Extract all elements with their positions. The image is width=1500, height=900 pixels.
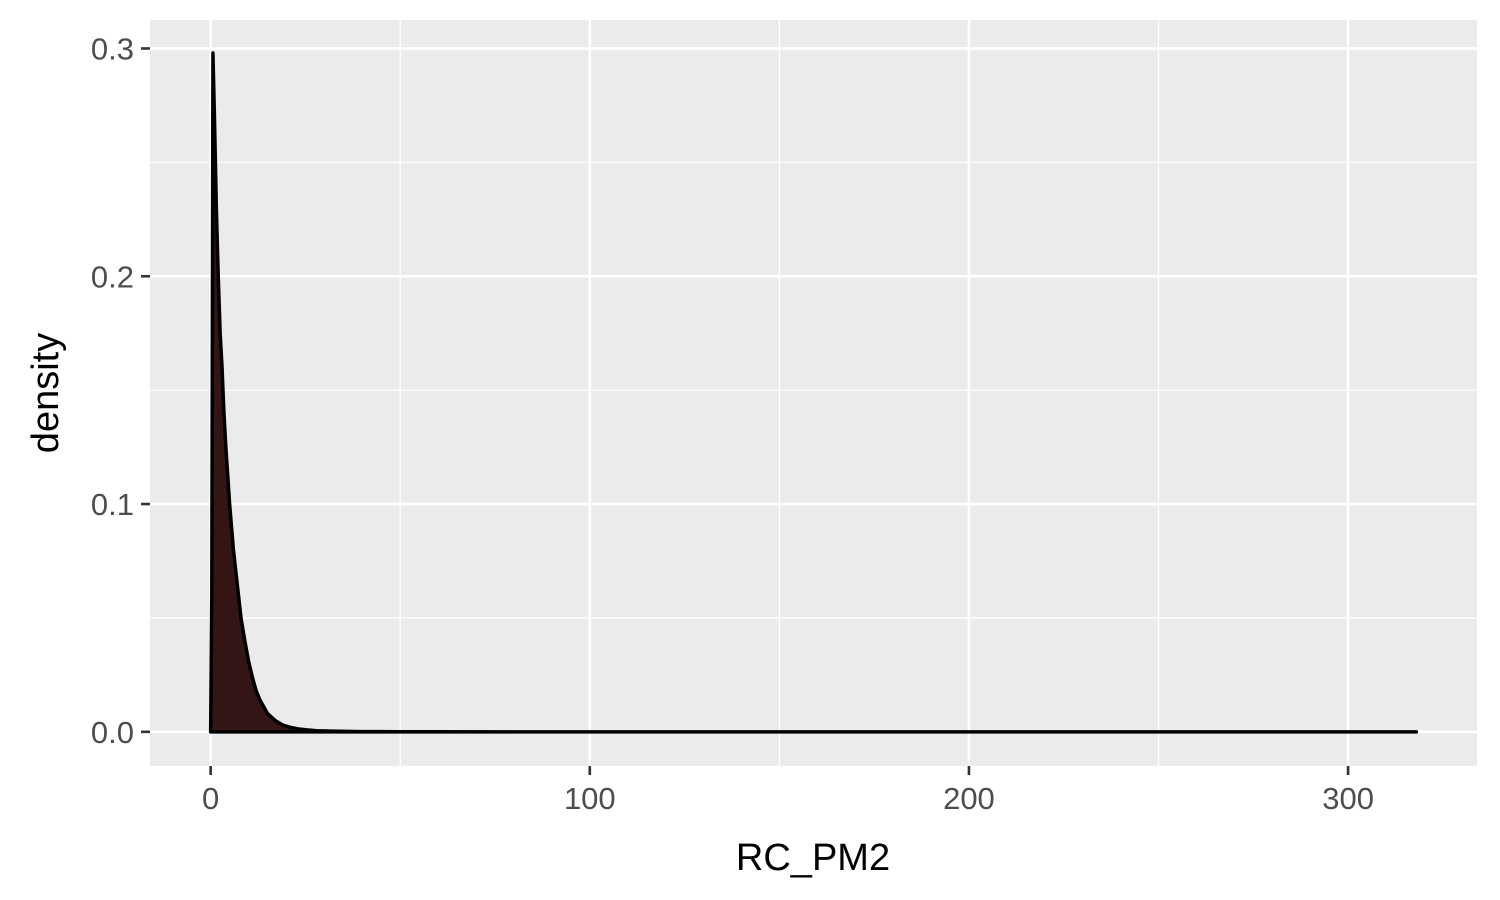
x-tick-label: 200 [943,781,995,816]
axes: 0 100 200 300 0.0 0.1 0.2 0.3 [91,31,1374,816]
data-layer [208,51,1419,734]
x-tick-label: 0 [202,781,219,816]
y-tick-label: 0.3 [91,31,134,66]
x-axis-title: RC_PM2 [736,837,890,879]
x-tick-label: 300 [1322,781,1374,816]
y-tick-label: 0.0 [91,715,134,750]
density-area [208,51,1419,734]
y-axis-title: density [25,333,67,453]
x-tick-label: 100 [564,781,616,816]
y-tick-label: 0.2 [91,259,134,294]
plot-panel [150,20,1477,766]
y-tick-label: 0.1 [91,487,134,522]
